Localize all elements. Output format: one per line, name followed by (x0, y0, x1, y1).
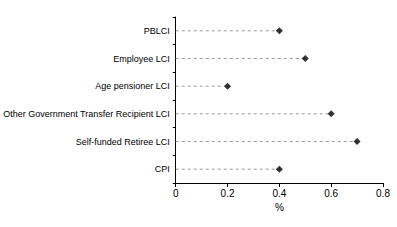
svg-text:PBLCI: PBLCI (144, 26, 170, 36)
svg-text:Other Government Transfer Reci: Other Government Transfer Recipient LCI (3, 109, 170, 119)
svg-text:0.4: 0.4 (272, 188, 286, 199)
svg-text:Self-funded Retiree LCI: Self-funded Retiree LCI (76, 137, 170, 147)
svg-text:0.2: 0.2 (221, 188, 235, 199)
svg-text:CPI: CPI (155, 164, 170, 174)
svg-text:Employee LCI: Employee LCI (113, 54, 170, 64)
svg-text:0: 0 (173, 188, 179, 199)
svg-text:0.8: 0.8 (376, 188, 390, 199)
svg-text:%: % (275, 202, 284, 213)
svg-text:Age pensioner LCI: Age pensioner LCI (95, 81, 170, 91)
svg-text:0.6: 0.6 (324, 188, 338, 199)
